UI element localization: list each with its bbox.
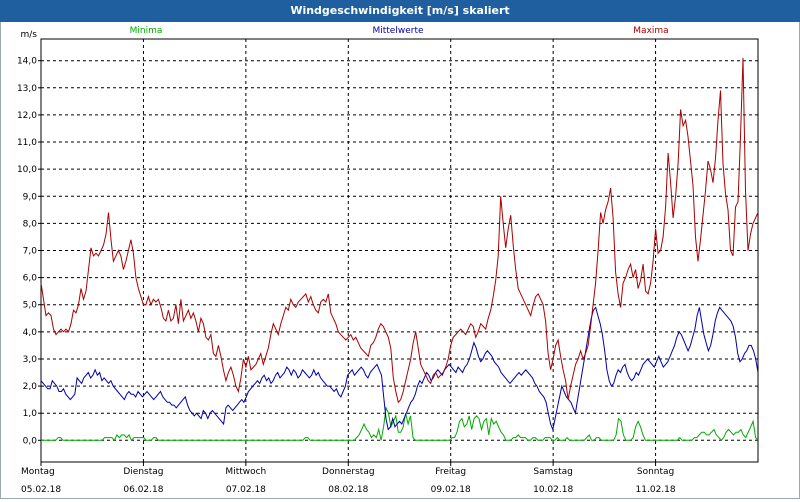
y-tick-label: 12,0 xyxy=(17,111,37,121)
legend-maxima: Maxima xyxy=(633,26,668,36)
y-tick-label: 11,0 xyxy=(17,138,37,148)
chart-frame: 0,0 1,0 2,0 3,0 4,0 5,0 6,0 7,0 8,0 9,0 10,0 11,0 12… xyxy=(0,22,800,499)
y-tick-label: 14,0 xyxy=(17,57,37,67)
x-tick-weekday: Freitag xyxy=(435,467,466,477)
y-tick-label: 5,0 xyxy=(23,301,38,311)
y-tick-label: 10,0 xyxy=(17,165,37,175)
y-tick-label: 13,0 xyxy=(17,84,37,94)
x-axis: Montag 05.02.18 Dienstag 06.02.18 Mittwoch 07… xyxy=(21,462,676,495)
x-tick-date: 08.02.18 xyxy=(328,485,368,495)
y-tick-label: 8,0 xyxy=(23,219,38,229)
y-tick-label: 7,0 xyxy=(23,247,38,257)
x-tick-date: 07.02.18 xyxy=(226,485,266,495)
y-tick-label: 9,0 xyxy=(23,192,38,202)
legend-minima: Minima xyxy=(130,26,163,36)
y-tick-label: 3,0 xyxy=(23,355,38,365)
plot-border xyxy=(40,38,759,463)
legend-mittelwerte: Mittelwerte xyxy=(372,26,423,36)
wind-speed-chart: 0,0 1,0 2,0 3,0 4,0 5,0 6,0 7,0 8,0 9,0 10,0 11,0 12… xyxy=(17,26,759,495)
x-tick-date: 11.02.18 xyxy=(636,485,676,495)
x-tick-weekday: Samstag xyxy=(533,467,572,477)
y-tick-label: 4,0 xyxy=(23,328,38,338)
x-tick-date: 06.02.18 xyxy=(123,485,163,495)
chart-title: Windgeschwindigkeit [m/s] skaliert xyxy=(0,0,800,22)
x-tick-weekday: Mittwoch xyxy=(225,467,266,477)
y-tick-label: 2,0 xyxy=(23,382,38,392)
series-line-mittelwerte xyxy=(40,306,759,432)
x-tick-weekday: Sonntag xyxy=(637,467,674,477)
x-tick-date: 10.02.18 xyxy=(533,485,573,495)
legend: Minima Mittelwerte Maxima xyxy=(130,26,669,36)
y-tick-label: 1,0 xyxy=(23,409,38,419)
x-tick-weekday: Donnerstag xyxy=(322,467,375,477)
x-tick-weekday: Dienstag xyxy=(123,467,163,477)
x-tick-weekday: Montag xyxy=(21,467,55,477)
y-axis: 0,0 1,0 2,0 3,0 4,0 5,0 6,0 7,0 8,0 9,0 10,0 11,0 12… xyxy=(17,30,41,446)
y-tick-label: 0,0 xyxy=(23,436,38,446)
series-line-minima xyxy=(41,406,759,442)
grid xyxy=(40,38,759,463)
x-tick-date: 09.02.18 xyxy=(431,485,471,495)
series-lines xyxy=(40,57,759,442)
series-line-maxima xyxy=(40,57,759,404)
y-tick-label: 6,0 xyxy=(23,274,38,284)
x-tick-date: 05.02.18 xyxy=(21,485,61,495)
y-axis-unit: m/s xyxy=(21,30,38,40)
